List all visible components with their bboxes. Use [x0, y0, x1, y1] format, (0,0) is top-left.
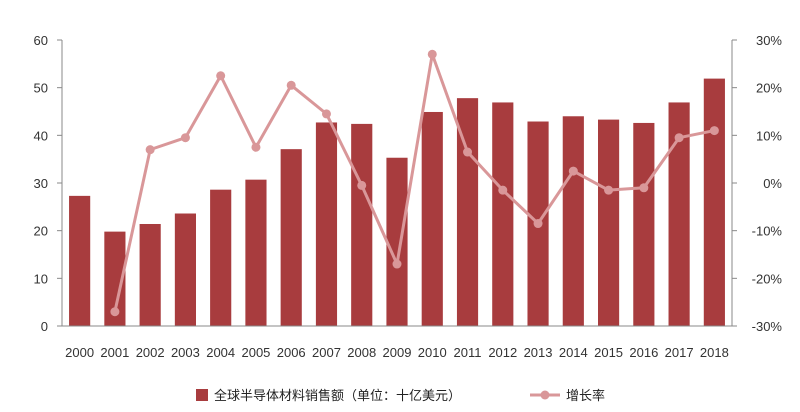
legend-line-marker [540, 390, 550, 400]
right-axis-ticks: -30% -20% -10% 0% 10% 20% 30% [732, 33, 782, 334]
x-tick-label: 2006 [277, 345, 306, 360]
right-tick-label: 10% [756, 128, 782, 143]
growth-point [709, 126, 719, 136]
growth-point [357, 180, 367, 190]
growth-point [286, 80, 296, 90]
x-tick-label: 2000 [65, 345, 94, 360]
x-tick-label: 2014 [559, 345, 588, 360]
bar [703, 78, 725, 326]
x-tick-label: 2003 [171, 345, 200, 360]
bar [210, 189, 232, 326]
bar [668, 102, 690, 327]
right-tick-label: -20% [752, 271, 783, 286]
bar [562, 116, 584, 327]
growth-point [251, 142, 261, 152]
x-tick-label: 2010 [418, 345, 447, 360]
growth-point [498, 185, 508, 195]
legend-bar-label: 全球半导体材料销售额（单位：十亿美元） [214, 388, 461, 404]
x-tick-label: 2011 [454, 345, 482, 360]
growth-line [113, 52, 715, 313]
growth-point [321, 109, 331, 119]
right-tick-label: 20% [756, 81, 782, 96]
bar [386, 157, 408, 326]
growth-point [604, 185, 614, 195]
x-tick-label: 2008 [347, 345, 376, 360]
growth-point [463, 147, 473, 157]
growth-point [427, 49, 437, 59]
x-tick-label: 2002 [136, 345, 165, 360]
left-tick-label: 40 [34, 128, 48, 143]
left-tick-label: 20 [34, 224, 48, 239]
x-tick-label: 2005 [241, 345, 270, 360]
x-tick-label: 2017 [665, 345, 694, 360]
growth-point [392, 259, 402, 269]
right-tick-label: 30% [756, 33, 782, 48]
bar [633, 122, 655, 326]
bar [104, 231, 126, 326]
legend-bar-swatch [196, 389, 208, 401]
left-tick-label: 50 [34, 81, 48, 96]
bar [315, 122, 338, 326]
growth-point [639, 183, 649, 193]
left-tick-label: 60 [34, 33, 48, 48]
right-tick-label: 0% [763, 176, 782, 191]
bar [492, 102, 514, 327]
x-axis-ticks: 2000 2001 2002 2003 2004 2005 2006 2007 2008 2009… [65, 345, 729, 360]
legend: 全球半导体材料销售额（单位：十亿美元） 增长率 [196, 388, 605, 404]
bar [245, 179, 267, 326]
x-tick-label: 2007 [312, 345, 341, 360]
growth-point [110, 307, 120, 317]
x-tick-label: 2012 [488, 345, 517, 360]
growth-point [145, 145, 155, 155]
x-tick-label: 2013 [524, 345, 553, 360]
growth-point [533, 219, 543, 229]
bar [456, 98, 479, 326]
bar [139, 223, 161, 326]
left-tick-label: 0 [41, 319, 48, 334]
left-axis-ticks: 0 10 20 30 40 50 60 [34, 33, 62, 334]
x-tick-label: 2018 [700, 345, 729, 360]
x-tick-label: 2009 [383, 345, 412, 360]
legend-line-label: 增长率 [566, 388, 605, 404]
bar [280, 149, 302, 326]
growth-point [180, 133, 190, 143]
x-tick-label: 2015 [594, 345, 623, 360]
bar [174, 213, 196, 326]
left-tick-label: 10 [34, 271, 48, 286]
x-tick-label: 2016 [629, 345, 658, 360]
right-tick-label: -30% [752, 319, 783, 334]
growth-point [216, 71, 226, 81]
x-tick-label: 2004 [206, 345, 235, 360]
growth-line-layer [110, 49, 719, 317]
bar [598, 119, 620, 326]
left-tick-label: 30 [34, 176, 48, 191]
bar [69, 195, 91, 326]
growth-point [674, 133, 684, 143]
bars-layer [69, 78, 725, 327]
right-tick-label: -10% [752, 224, 783, 239]
bar [421, 111, 443, 326]
bar [351, 123, 373, 326]
growth-point [568, 166, 578, 176]
x-tick-label: 2001 [100, 345, 129, 360]
